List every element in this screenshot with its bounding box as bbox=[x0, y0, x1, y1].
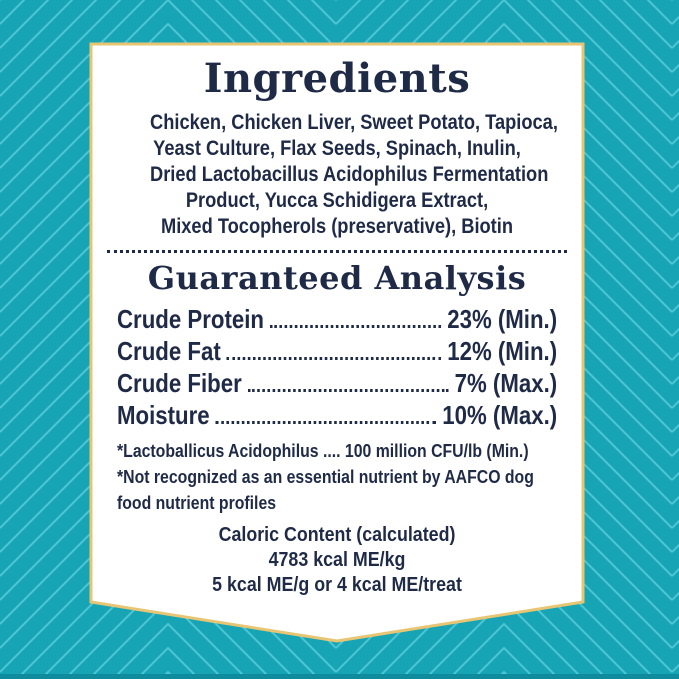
table-row: Moisture 10% (Max.) bbox=[117, 399, 557, 431]
ingredients-line: Mixed Tocopherols (preservative), Biotin bbox=[160, 214, 514, 238]
nutrient-name: Moisture bbox=[117, 400, 210, 430]
nutrient-name: Crude Fiber bbox=[117, 368, 242, 398]
ingredients-line: Yeast Culture, Flax Seeds, Spinach, Inul… bbox=[153, 136, 521, 160]
dot-leader bbox=[215, 421, 437, 424]
dot-leader bbox=[226, 357, 442, 360]
label-panel-shape bbox=[89, 42, 585, 643]
footnote-line: *Not recognized as an essential nutrient… bbox=[117, 466, 534, 487]
ingredients-line: Product, Yucca Schidigera Extract, bbox=[185, 188, 489, 212]
table-row: Crude Fat 12% (Min.) bbox=[117, 335, 557, 367]
nutrient-name: Crude Protein bbox=[117, 304, 264, 334]
nutrient-value: 12% (Min.) bbox=[447, 336, 558, 366]
dotted-divider bbox=[107, 250, 567, 253]
ingredients-title: Ingredients bbox=[203, 55, 471, 102]
dot-leader bbox=[269, 325, 442, 328]
nutrient-value: 7% (Max.) bbox=[454, 368, 558, 398]
ingredients-line: Chicken, Chicken Liver, Sweet Potato, Ta… bbox=[150, 110, 558, 134]
dot-leader bbox=[247, 389, 449, 392]
nutrient-name: Crude Fat bbox=[117, 336, 221, 366]
ingredients-line: Dried Lactobacillus Acidophilus Fermenta… bbox=[150, 162, 549, 186]
bottom-edge-strip bbox=[0, 674, 679, 679]
footnote-line: food nutrient profiles bbox=[117, 492, 277, 513]
caloric-line: 4783 kcal ME/kg bbox=[268, 548, 406, 571]
table-row: Crude Protein 23% (Min.) bbox=[117, 303, 557, 335]
label-panel: Ingredients Chicken, Chicken Liver, Swee… bbox=[91, 44, 583, 604]
nutrient-value: 23% (Min.) bbox=[447, 304, 558, 334]
ingredients-list: Chicken, Chicken Liver, Sweet Potato, Ta… bbox=[117, 109, 558, 239]
guaranteed-analysis-table: Crude Protein 23% (Min.) Crude Fat 12% (… bbox=[117, 303, 557, 431]
footnote-line: *Lactoballicus Acidophilus .... 100 mill… bbox=[117, 440, 529, 461]
table-row: Crude Fiber 7% (Max.) bbox=[117, 367, 557, 399]
caloric-content: Caloric Content (calculated) 4783 kcal M… bbox=[117, 522, 557, 597]
caloric-line: 5 kcal ME/g or 4 kcal ME/treat bbox=[212, 573, 462, 596]
nutrient-value: 10% (Max.) bbox=[442, 400, 558, 430]
caloric-line: Caloric Content (calculated) bbox=[218, 523, 456, 546]
guaranteed-analysis-title: Guaranteed Analysis bbox=[147, 259, 527, 297]
footnotes: *Lactoballicus Acidophilus .... 100 mill… bbox=[117, 438, 557, 516]
